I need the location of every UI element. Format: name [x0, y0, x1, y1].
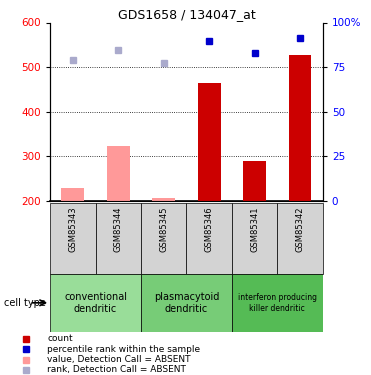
Text: rank, Detection Call = ABSENT: rank, Detection Call = ABSENT — [47, 365, 186, 374]
Title: GDS1658 / 134047_at: GDS1658 / 134047_at — [118, 8, 255, 21]
Bar — [62, 188, 84, 201]
Bar — [107, 146, 129, 201]
Text: GSM85344: GSM85344 — [114, 206, 123, 252]
Text: cell type: cell type — [4, 298, 46, 308]
Text: value, Detection Call = ABSENT: value, Detection Call = ABSENT — [47, 355, 191, 364]
Bar — [278, 202, 323, 274]
Text: GSM85343: GSM85343 — [68, 206, 77, 252]
Text: GSM85341: GSM85341 — [250, 206, 259, 252]
Text: plasmacytoid
dendritic: plasmacytoid dendritic — [154, 292, 219, 314]
Text: GSM85345: GSM85345 — [159, 206, 168, 252]
Bar — [141, 202, 186, 274]
Text: interferon producing
killer dendritic: interferon producing killer dendritic — [238, 293, 317, 312]
Bar — [232, 274, 323, 332]
Bar — [243, 161, 266, 201]
Text: count: count — [47, 334, 73, 344]
Text: percentile rank within the sample: percentile rank within the sample — [47, 345, 200, 354]
Bar — [232, 202, 278, 274]
Bar — [289, 55, 311, 201]
Text: conventional
dendritic: conventional dendritic — [64, 292, 127, 314]
Bar — [96, 202, 141, 274]
Bar — [141, 274, 232, 332]
Bar — [50, 202, 96, 274]
Text: GSM85346: GSM85346 — [205, 206, 214, 252]
Text: GSM85342: GSM85342 — [296, 206, 305, 252]
Bar — [187, 202, 232, 274]
Bar — [198, 82, 220, 201]
Bar — [50, 274, 141, 332]
Bar — [152, 198, 175, 201]
